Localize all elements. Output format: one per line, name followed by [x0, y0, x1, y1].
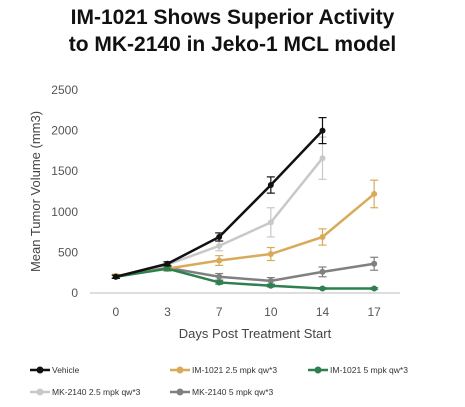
- y-tick-label: 500: [58, 245, 78, 259]
- legend-swatch-marker: [36, 366, 44, 374]
- legend-swatch-marker: [176, 388, 184, 396]
- y-tick-label: 1500: [51, 164, 78, 178]
- data-point: [371, 285, 378, 292]
- data-point: [112, 273, 119, 280]
- data-point: [164, 265, 171, 272]
- x-tick-label: 14: [316, 305, 330, 319]
- data-point: [371, 190, 378, 197]
- y-axis-label: Mean Tumor Volume (mm3): [28, 111, 43, 272]
- legend-entry: Vehicle: [52, 365, 80, 375]
- legend-entry: MK-2140 2.5 mpk qw*3: [52, 387, 141, 397]
- data-point: [319, 233, 326, 240]
- legend-entry: IM-1021 2.5 mpk qw*3: [192, 365, 277, 375]
- data-point: [267, 182, 274, 189]
- x-axis-label: Days Post Treatment Start: [179, 326, 332, 341]
- x-tick-label: 3: [164, 305, 171, 319]
- data-point: [267, 219, 274, 226]
- legend-swatch-marker: [176, 366, 184, 374]
- data-point: [216, 233, 223, 240]
- series-line: [115, 267, 375, 290]
- x-tick-label: 0: [112, 305, 119, 319]
- x-tick-label: 17: [367, 305, 381, 319]
- chart-title-line-2: to MK-2140 in Jeko-1 MCL model: [68, 33, 397, 56]
- data-point: [319, 285, 326, 292]
- data-point: [319, 268, 326, 275]
- data-point: [319, 155, 326, 162]
- series-line: [115, 129, 324, 278]
- data-point: [267, 277, 274, 284]
- x-tick-label: 7: [216, 305, 223, 319]
- data-point: [216, 242, 223, 249]
- y-tick-label: 2500: [51, 83, 78, 97]
- y-tick-label: 2000: [51, 124, 78, 138]
- data-point: [216, 279, 223, 286]
- y-tick-label: 0: [71, 286, 78, 300]
- chart-title-line-1: IM-1021 Shows Superior Activity: [70, 6, 395, 29]
- legend-swatch-marker: [36, 388, 44, 396]
- data-point: [267, 251, 274, 258]
- data-point: [371, 260, 378, 267]
- data-point: [319, 127, 326, 134]
- y-tick-label: 1000: [51, 205, 78, 219]
- legend-entry: IM-1021 5 mpk qw*3: [330, 365, 408, 375]
- legend-swatch-marker: [314, 366, 322, 374]
- data-point: [216, 273, 223, 280]
- data-point: [164, 260, 171, 267]
- data-point: [216, 257, 223, 264]
- legend-entry: MK-2140 5 mpk qw*3: [192, 387, 274, 397]
- data-point: [267, 282, 274, 289]
- x-tick-label: 10: [264, 305, 278, 319]
